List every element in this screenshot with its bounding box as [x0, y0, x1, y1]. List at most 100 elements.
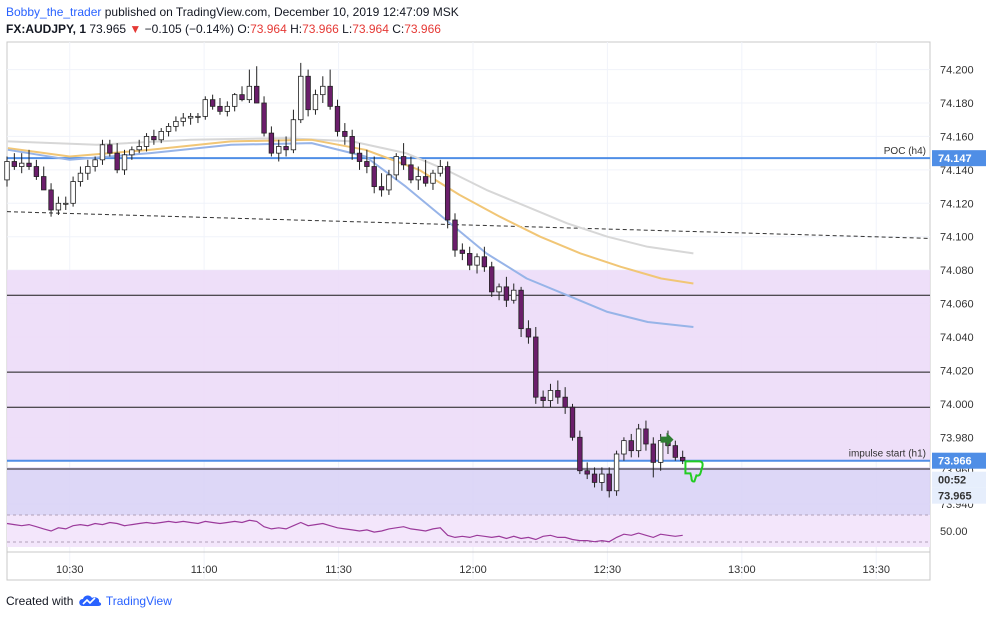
- y-tick-label: 74.180: [940, 98, 974, 110]
- candle-body: [533, 336, 539, 398]
- candle: [679, 450, 686, 465]
- candle-body: [202, 99, 208, 117]
- candle: [378, 173, 385, 197]
- candle: [276, 139, 282, 162]
- candle: [231, 92, 238, 112]
- chart-header: Bobby_the_trader published on TradingVie…: [6, 4, 966, 38]
- y-tick-label: 74.200: [940, 65, 974, 77]
- candle: [121, 149, 128, 175]
- x-tick-label: 13:30: [862, 564, 890, 576]
- candle-body: [657, 440, 664, 463]
- candle: [283, 136, 289, 157]
- candle: [19, 153, 25, 174]
- candle-body: [33, 166, 40, 177]
- candle: [63, 196, 69, 210]
- author-link[interactable]: Bobby_the_trader: [6, 5, 102, 19]
- candle-body: [173, 120, 179, 127]
- candle-body: [540, 396, 546, 401]
- candle: [224, 101, 231, 117]
- candle: [400, 143, 407, 170]
- candle-body: [621, 440, 627, 455]
- candle: [246, 69, 253, 104]
- tradingview-link[interactable]: TradingView: [105, 594, 172, 608]
- x-tick-label: 10:30: [56, 564, 84, 576]
- poc-price-tag: 74.147: [938, 153, 972, 165]
- drawings[interactable]: [660, 432, 704, 483]
- candle: [349, 129, 355, 160]
- candle-body: [555, 390, 561, 398]
- symbol-label[interactable]: FX:AUDJPY, 1: [6, 22, 87, 36]
- candle: [489, 261, 495, 297]
- candle-body: [246, 85, 253, 101]
- candle: [26, 149, 32, 170]
- tradingview-cloud-icon: [78, 595, 101, 606]
- candle: [41, 166, 47, 191]
- candle-body: [298, 75, 304, 121]
- axes: 74.200 74.180 74.160 74.140 74.120 74.100 74.0…: [56, 65, 974, 576]
- y-tick-label: 74.040: [940, 332, 974, 344]
- candle: [99, 139, 106, 165]
- candle-body: [165, 126, 172, 132]
- y-tick-label: 74.060: [940, 299, 974, 311]
- candle: [195, 113, 201, 124]
- candle: [437, 159, 443, 177]
- y-tick-label: 74.140: [940, 165, 974, 177]
- candle-body: [158, 131, 164, 141]
- candle-body: [77, 172, 84, 182]
- candle-body: [569, 406, 576, 438]
- candle: [320, 76, 326, 104]
- candle-body: [107, 144, 113, 154]
- candle: [268, 126, 275, 157]
- last-price-tag: 73.965: [938, 491, 972, 503]
- candle: [217, 97, 223, 115]
- candle-body: [187, 115, 194, 119]
- created-with-text: Created with: [6, 594, 74, 608]
- candle: [613, 450, 620, 496]
- high-label: H:: [290, 22, 303, 36]
- candle: [312, 89, 319, 115]
- candle: [533, 326, 539, 404]
- candle: [452, 213, 458, 257]
- candle-body: [378, 186, 385, 191]
- candle: [85, 159, 91, 180]
- candle-body: [92, 159, 98, 167]
- countdown-tag-bg: [932, 471, 986, 488]
- rsi-line: [6, 519, 683, 543]
- candle: [459, 243, 466, 261]
- candle: [518, 286, 524, 338]
- candle-body: [19, 162, 25, 167]
- last-price-tag-bg: [932, 487, 986, 504]
- price-zones: [7, 270, 930, 530]
- footer: Created with TradingView: [6, 593, 172, 609]
- candle-body: [55, 202, 62, 211]
- candle-body: [459, 249, 466, 254]
- candle-body: [129, 149, 135, 156]
- candle-body: [364, 161, 370, 167]
- candle-body: [239, 94, 245, 101]
- candle: [151, 129, 157, 145]
- candle: [136, 139, 142, 154]
- candle: [371, 156, 377, 194]
- y-tick-label: 74.000: [940, 399, 974, 411]
- candle-body: [408, 164, 414, 181]
- candle: [70, 176, 76, 207]
- candle: [158, 128, 164, 144]
- candle-body: [503, 286, 510, 301]
- candle-body: [305, 75, 311, 111]
- candle-body: [422, 176, 429, 184]
- candle-body: [474, 256, 480, 266]
- candle: [481, 246, 488, 272]
- candle: [342, 123, 348, 145]
- x-tick-label: 11:00: [191, 564, 218, 576]
- candle: [606, 467, 612, 498]
- candle: [254, 66, 260, 104]
- poc-label: POC (h4): [884, 146, 926, 157]
- candle-body: [400, 156, 407, 166]
- impulse-label: impulse start (h1): [849, 449, 926, 460]
- candle-body: [231, 94, 238, 107]
- rsi-tick-label: 50.00: [940, 526, 968, 538]
- candle-body: [99, 144, 106, 161]
- candle-body: [224, 105, 231, 112]
- open-value: 73.964: [250, 22, 287, 36]
